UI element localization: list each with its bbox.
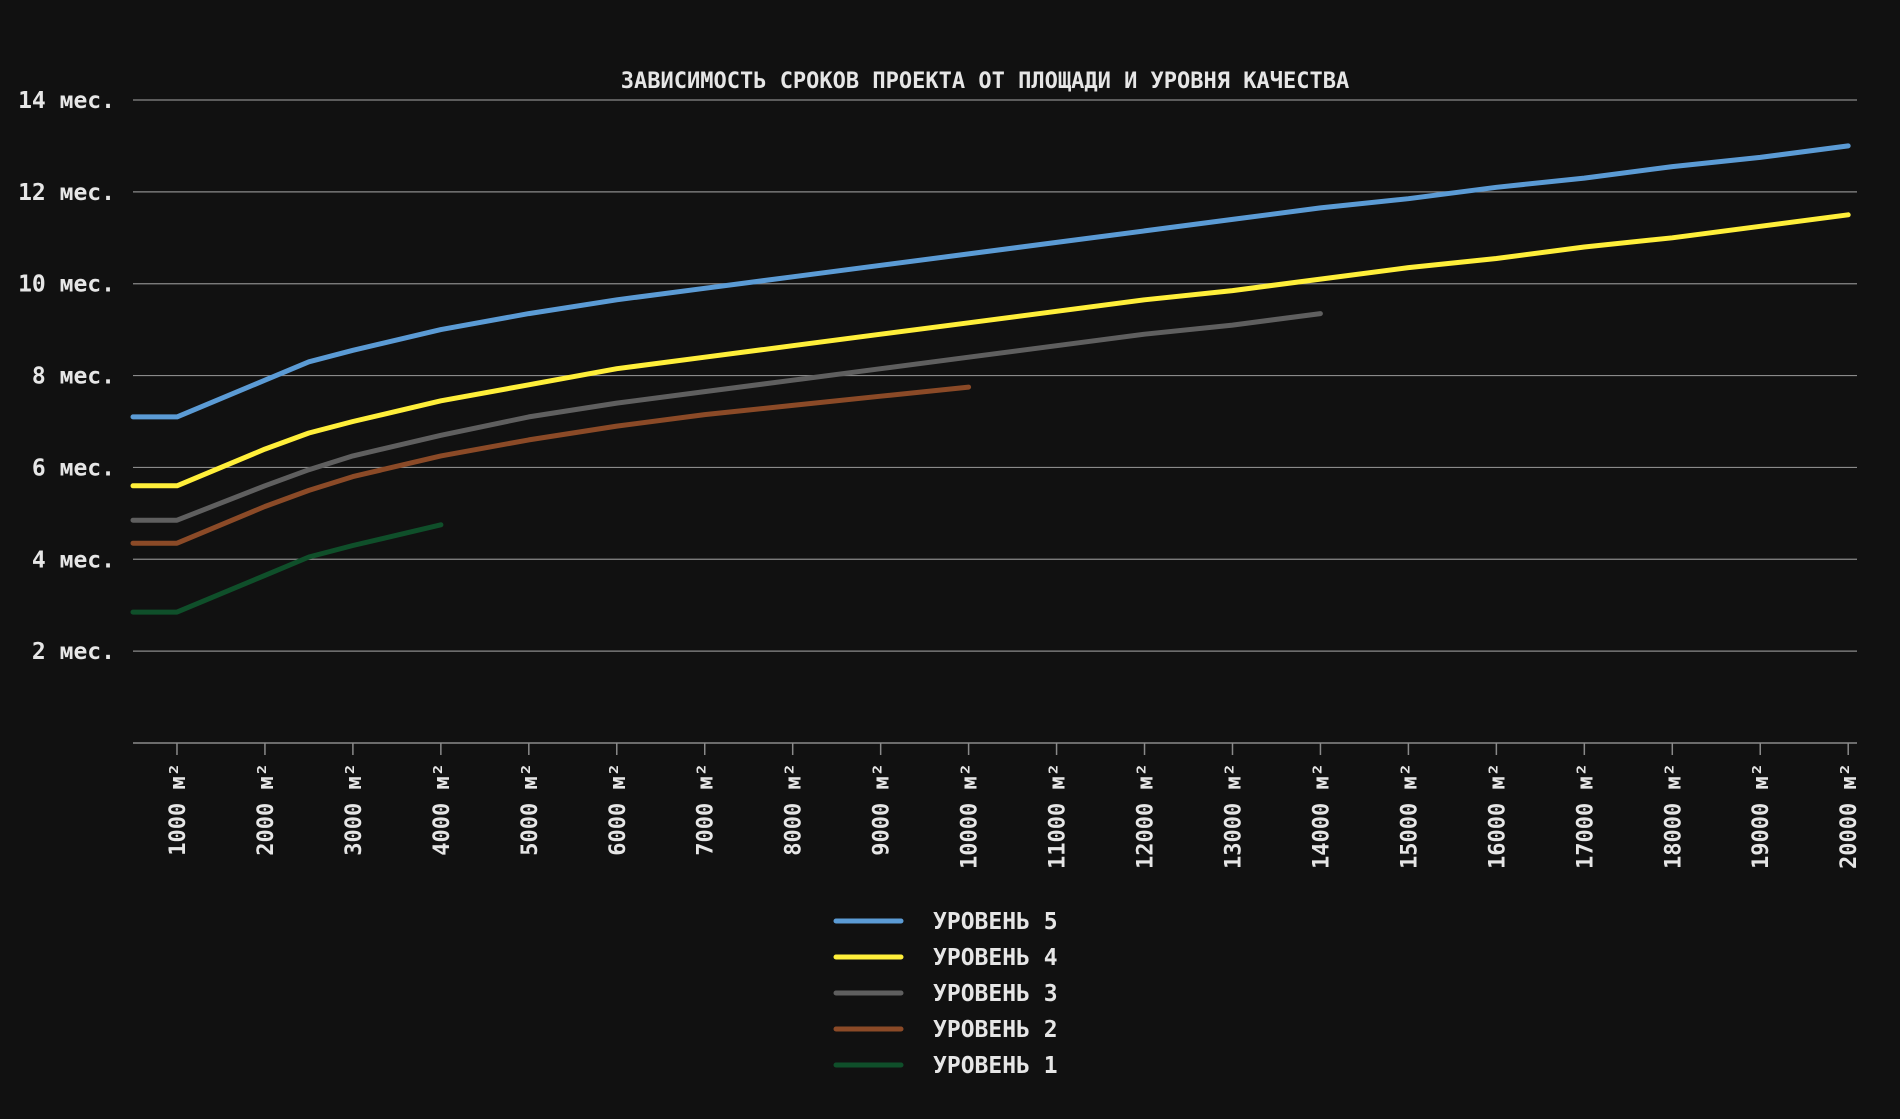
x-tick-label: 16000 м² <box>1485 763 1510 869</box>
grid-layer <box>133 99 1857 652</box>
x-tick-label: 6000 м² <box>606 763 631 856</box>
legend-label: УРОВЕНЬ 1 <box>933 1053 1058 1079</box>
series-layer <box>130 143 1851 615</box>
x-tick-label: 17000 м² <box>1573 763 1598 869</box>
x-tick-label: 11000 м² <box>1046 763 1071 869</box>
legend: УРОВЕНЬ 5 УРОВЕНЬ 4 УРОВЕНЬ 3 УРОВЕНЬ 2 УРОВ… <box>833 909 1058 1079</box>
y-tick-label: 8 мес. <box>32 364 115 390</box>
legend-label: УРОВЕНЬ 2 <box>933 1017 1058 1043</box>
x-tick-label: 9000 м² <box>870 763 895 856</box>
x-tick-label: 12000 м² <box>1134 763 1159 869</box>
y-tick-label: 12 мес. <box>18 180 115 206</box>
x-tick-label: 7000 м² <box>694 763 719 856</box>
series-line-уровень-1 <box>130 522 444 615</box>
series-line-уровень-2 <box>130 384 972 546</box>
x-tick-label: 14000 м² <box>1309 763 1334 869</box>
legend-label: УРОВЕНЬ 5 <box>933 909 1058 935</box>
y-tick-label: 2 мес. <box>32 639 115 665</box>
x-tick-label: 20000 м² <box>1837 763 1862 869</box>
legend-label: УРОВЕНЬ 4 <box>933 945 1058 971</box>
y-tick-label: 6 мес. <box>32 455 115 481</box>
x-tick-label: 18000 м² <box>1661 763 1686 869</box>
y-tick-label: 10 мес. <box>18 272 115 298</box>
x-tick-label: 3000 м² <box>342 763 367 856</box>
x-tick-label: 15000 м² <box>1397 763 1422 869</box>
axis-layer: 2 мес. 4 мес. 6 мес. 8 мес. 10 мес. 12 мес. 14… <box>18 88 1862 869</box>
x-tick-label: 19000 м² <box>1749 763 1774 869</box>
series-line-уровень-4 <box>130 212 1851 489</box>
y-tick-label: 14 мес. <box>18 88 115 114</box>
x-tick-label: 13000 м² <box>1221 763 1246 869</box>
legend-label: УРОВЕНЬ 3 <box>933 981 1058 1007</box>
chart-title: ЗАВИСИМОСТЬ СРОКОВ ПРОЕКТА ОТ ПЛОЩАДИ И … <box>621 69 1349 94</box>
x-tick-label: 4000 м² <box>430 763 455 856</box>
x-tick-label: 10000 м² <box>958 763 983 869</box>
x-tick-label: 2000 м² <box>254 763 279 856</box>
y-tick-label: 4 мес. <box>32 547 115 573</box>
x-tick-label: 1000 м² <box>166 763 191 856</box>
series-line-уровень-3 <box>130 311 1323 523</box>
x-tick-label: 8000 м² <box>782 763 807 856</box>
x-tick-label: 5000 м² <box>518 763 543 856</box>
series-line-уровень-5 <box>130 143 1851 420</box>
